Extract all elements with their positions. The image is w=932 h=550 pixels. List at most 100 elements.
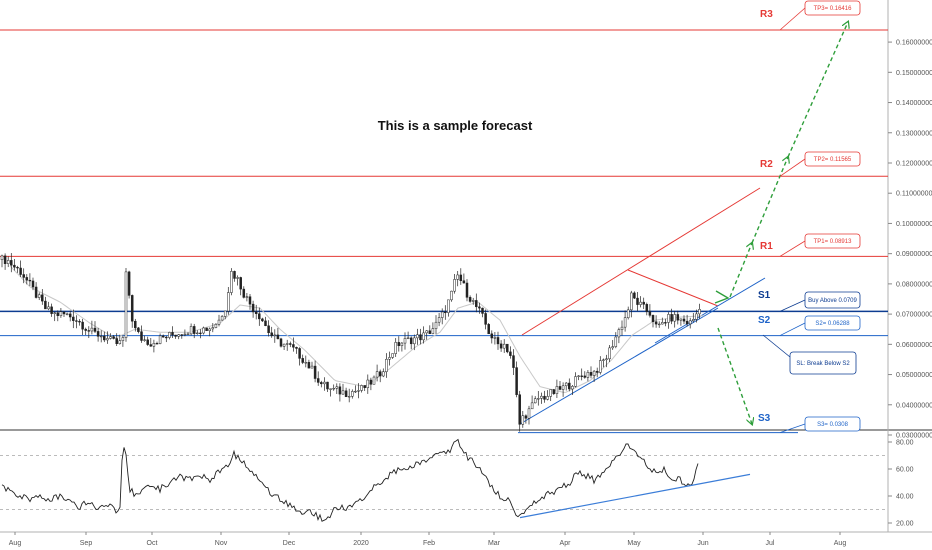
candle	[372, 375, 376, 385]
candle-body	[341, 390, 345, 395]
level-box-s2	[804, 315, 861, 331]
candle	[459, 268, 463, 285]
candle	[571, 384, 574, 395]
candle	[564, 382, 568, 391]
candle	[437, 313, 441, 327]
candlesticks	[0, 253, 701, 432]
candle	[558, 380, 562, 391]
candle	[189, 323, 193, 336]
candle	[56, 310, 60, 322]
candle	[6, 256, 10, 268]
candle-body	[354, 390, 357, 393]
candle	[670, 308, 673, 325]
candle-body	[487, 324, 490, 335]
candle	[37, 292, 41, 301]
candle-body	[37, 294, 41, 298]
candle	[385, 353, 388, 378]
time-tick-label: Aug	[9, 540, 22, 547]
candle-body	[385, 358, 388, 372]
candle-body	[335, 386, 339, 389]
candle	[183, 329, 187, 337]
candle-body	[217, 319, 221, 325]
candle-body	[99, 335, 103, 338]
candle	[19, 260, 22, 277]
candle-body	[695, 313, 698, 320]
candle-body	[320, 382, 323, 385]
candle	[583, 371, 587, 379]
candle-body	[130, 295, 134, 322]
candle-body	[589, 372, 593, 376]
candle	[639, 296, 642, 308]
candle-body	[552, 389, 556, 394]
candle-body	[25, 277, 29, 281]
candle	[382, 368, 385, 378]
candle-body	[568, 382, 571, 390]
candle-body	[378, 371, 382, 377]
candle	[574, 372, 577, 388]
candle	[62, 311, 66, 318]
candle-body	[165, 336, 168, 339]
candle	[59, 308, 63, 318]
candle	[127, 270, 131, 299]
candle-body	[44, 300, 47, 310]
candle-body	[422, 332, 425, 341]
candle-body	[264, 320, 267, 327]
candle	[673, 310, 676, 328]
candle	[645, 302, 649, 316]
candle-body	[440, 311, 444, 318]
candle	[484, 309, 487, 330]
candle	[552, 388, 556, 396]
rsi-tick-label: 60.00	[896, 467, 914, 474]
candle	[561, 382, 565, 397]
candle	[679, 318, 683, 326]
candle-body	[205, 327, 208, 331]
level-box-s3	[804, 416, 861, 432]
candle	[146, 336, 149, 346]
candle-body	[620, 326, 624, 330]
candle	[611, 340, 614, 350]
candle	[496, 331, 500, 350]
candle	[214, 323, 218, 329]
candle	[642, 297, 645, 310]
candle-body	[648, 311, 652, 316]
level-box-r3	[804, 0, 861, 16]
candle	[211, 323, 215, 333]
candle	[695, 309, 698, 323]
candle	[199, 329, 202, 339]
price-tick-label: 0.09000000	[896, 251, 932, 258]
candle-body	[282, 343, 286, 347]
candle	[295, 346, 298, 354]
candle-body	[651, 315, 655, 322]
candle-body	[391, 353, 394, 358]
level-box-label: TP1= 0.08913	[814, 239, 853, 245]
candle-body	[351, 391, 354, 397]
level-box-label: S2= 0.06288	[815, 321, 850, 327]
candle-body	[137, 327, 140, 332]
candle-body	[106, 338, 109, 341]
candle	[456, 271, 459, 287]
level-box-label: S3= 0.0308	[817, 422, 849, 428]
candle	[425, 330, 428, 340]
candle-body	[6, 260, 10, 264]
candle	[512, 349, 515, 375]
candle-body	[611, 346, 614, 349]
candle-body	[394, 342, 397, 354]
candle-body	[527, 408, 531, 419]
price-tick-label: 0.03000000	[896, 433, 932, 440]
candle	[242, 286, 246, 299]
candle-body	[450, 290, 453, 301]
candle	[16, 265, 19, 273]
candle	[450, 290, 453, 302]
candle-body	[285, 343, 289, 345]
ascending-support	[519, 307, 719, 425]
candle-body	[564, 382, 568, 387]
candle-body	[664, 322, 667, 324]
candle	[360, 384, 363, 393]
candle	[285, 339, 289, 351]
candle-body	[580, 375, 583, 377]
candle	[81, 318, 84, 335]
candle	[279, 337, 283, 348]
candle	[614, 332, 618, 349]
candle-body	[171, 332, 174, 336]
time-tick-label: Dec	[283, 540, 296, 547]
